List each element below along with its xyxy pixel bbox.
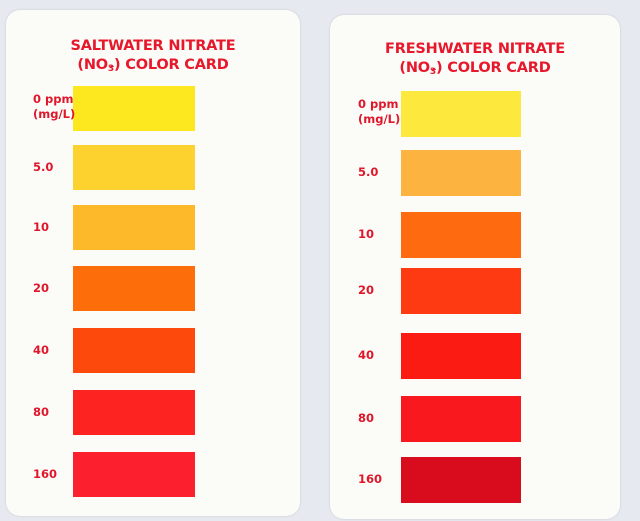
card-title: FRESHWATER NITRATE (NO3) COLOR CARD	[330, 40, 620, 82]
color-swatch	[401, 333, 521, 379]
title-line-1: FRESHWATER NITRATE	[385, 41, 565, 57]
color-swatch	[401, 457, 521, 503]
level-label: 80	[358, 411, 375, 425]
color-swatch	[73, 390, 195, 435]
level-label: 40	[358, 348, 375, 362]
color-swatch	[401, 268, 521, 314]
unit-label: (mg/L)	[33, 107, 76, 121]
color-swatch	[73, 205, 195, 250]
level-label: 40	[33, 342, 50, 357]
color-swatch	[73, 266, 195, 311]
level-label: 0 ppm (mg/L)	[33, 92, 76, 121]
color-swatch	[401, 91, 521, 137]
saltwater-nitrate-card: SALTWATER NITRATE (NO3) COLOR CARD 0 ppm…	[6, 10, 300, 516]
title-line-1: SALTWATER NITRATE	[70, 38, 236, 54]
level-label: 20	[358, 283, 375, 297]
unit-label: (mg/L)	[358, 112, 401, 126]
color-swatch	[401, 396, 521, 442]
level-label: 0 ppm (mg/L)	[358, 97, 401, 126]
freshwater-nitrate-card: FRESHWATER NITRATE (NO3) COLOR CARD 0 pp…	[330, 15, 620, 519]
color-swatch	[73, 328, 195, 373]
level-label: 160	[358, 472, 383, 486]
title-line-2: (NO3) COLOR CARD	[330, 59, 620, 82]
level-label: 80	[33, 404, 50, 419]
color-swatch	[401, 212, 521, 258]
level-label: 20	[33, 280, 50, 295]
level-label: 5.0	[358, 165, 379, 179]
color-swatch	[73, 86, 195, 131]
card-title: SALTWATER NITRATE (NO3) COLOR CARD	[6, 37, 300, 79]
color-swatch	[73, 452, 195, 497]
color-swatch	[73, 145, 195, 190]
level-label: 160	[33, 466, 58, 481]
title-line-2: (NO3) COLOR CARD	[6, 56, 300, 79]
color-swatch	[401, 150, 521, 196]
level-label: 10	[33, 219, 50, 234]
level-label: 10	[358, 227, 375, 241]
level-label: 5.0	[33, 159, 54, 174]
